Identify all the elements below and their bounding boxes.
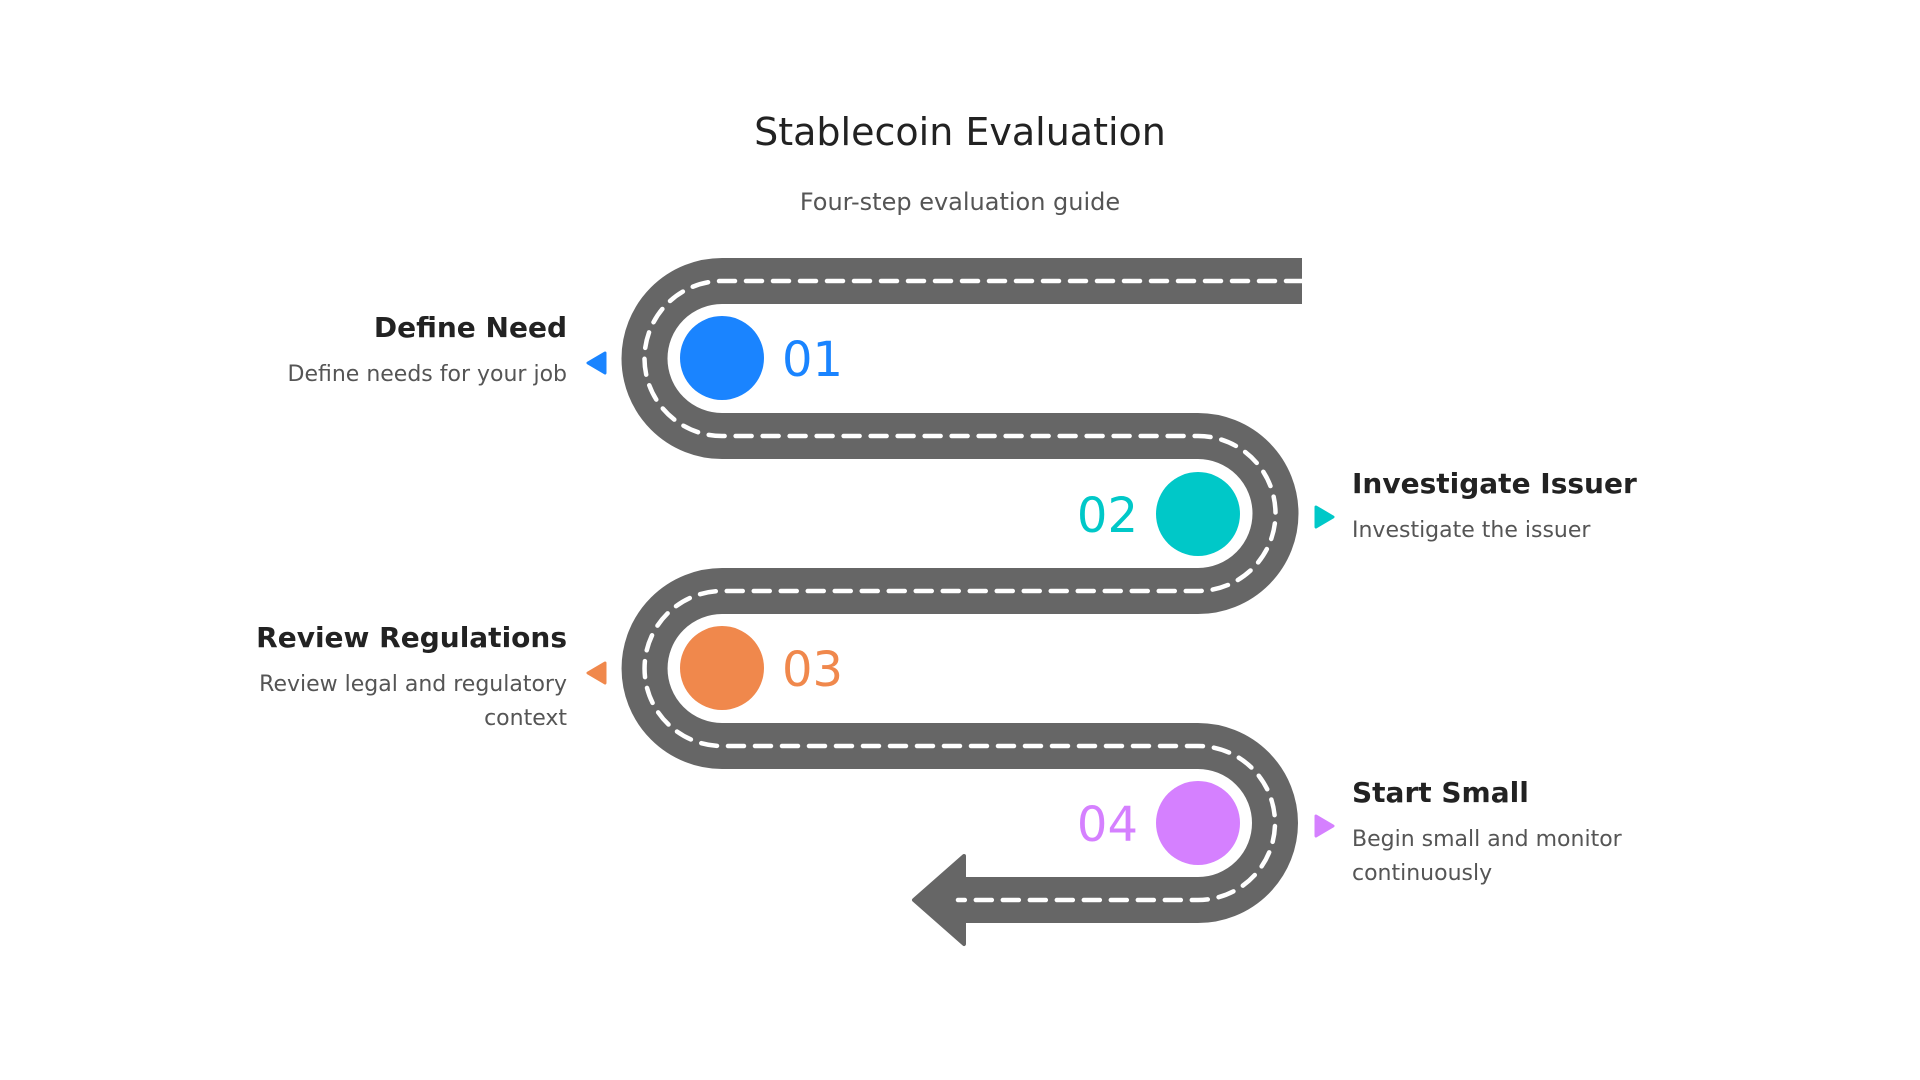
step-heading: Define Need <box>374 311 567 344</box>
step-marker <box>1156 472 1240 556</box>
step-marker <box>1156 781 1240 865</box>
step-heading: Investigate Issuer <box>1352 467 1637 500</box>
step-number: 02 <box>1077 488 1138 544</box>
page-title: Stablecoin Evaluation <box>754 110 1166 154</box>
pointer-right-icon <box>1314 814 1335 838</box>
pointer-left-icon <box>586 351 607 375</box>
step-number: 04 <box>1077 797 1138 853</box>
step-description: Define needs for your job <box>288 362 567 387</box>
step-1: 01 Define Need Define needs for your job <box>288 311 843 400</box>
road <box>621 258 1305 946</box>
step-heading: Review Regulations <box>256 621 567 654</box>
step-description: context <box>484 706 567 731</box>
page-subtitle: Four-step evaluation guide <box>800 188 1120 216</box>
pointer-right-icon <box>1314 505 1335 529</box>
road-lane-dashes <box>642 278 1305 903</box>
step-3: 03 Review Regulations Review legal and reg… <box>256 621 843 731</box>
step-description: Investigate the issuer <box>1352 518 1591 543</box>
step-2: 02 Investigate Issuer Investigate the issu… <box>1077 467 1637 556</box>
pointer-left-icon <box>586 661 607 685</box>
step-description: Begin small and monitor <box>1352 827 1623 852</box>
step-4: 04 Start Small Begin small and monitor cont… <box>1077 776 1623 886</box>
step-description: Review legal and regulatory <box>259 672 567 697</box>
step-number: 03 <box>782 642 843 698</box>
step-marker <box>680 316 764 400</box>
step-heading: Start Small <box>1352 776 1529 809</box>
step-marker <box>680 626 764 710</box>
step-number: 01 <box>782 332 843 388</box>
step-description: continuously <box>1352 861 1492 886</box>
